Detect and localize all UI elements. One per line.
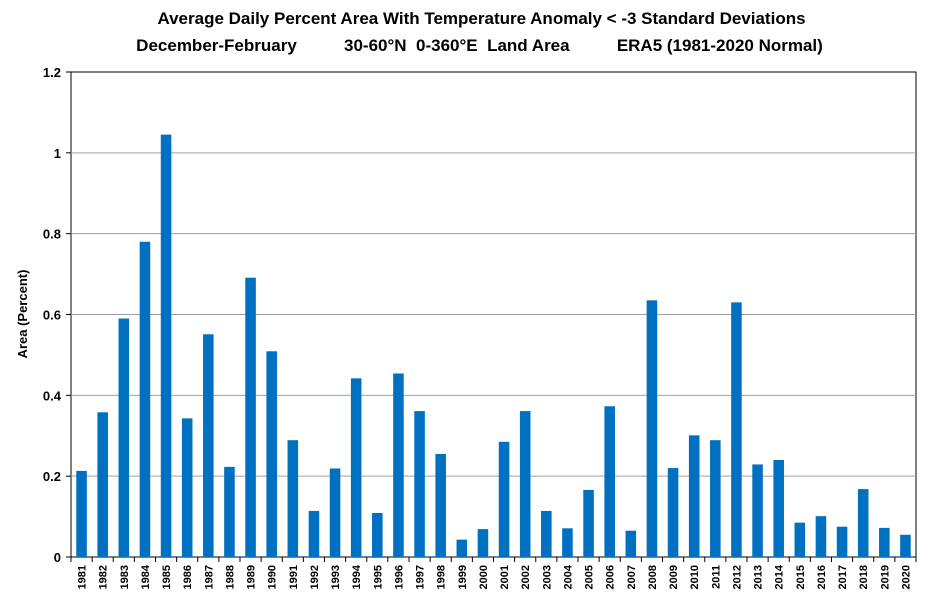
bar-1993	[329, 468, 341, 557]
x-tick-label: 2020	[900, 565, 912, 589]
x-tick-label: 1994	[351, 564, 363, 589]
x-tick-label: 1990	[267, 565, 279, 589]
chart-subtitle: December-February 30-60°N 0-360°E Land A…	[136, 36, 823, 55]
bar-1988	[224, 466, 235, 557]
bar-2008	[646, 300, 658, 557]
x-tick-label: 1998	[436, 565, 448, 589]
bar-2020	[900, 534, 911, 557]
x-tick-label: 1992	[309, 565, 321, 589]
bar-2014	[773, 460, 784, 557]
chart-title: Average Daily Percent Area With Temperat…	[157, 9, 806, 28]
bar-1986	[181, 418, 193, 557]
x-tick-label: 1989	[246, 565, 258, 589]
x-tick-label: 2019	[879, 565, 891, 589]
x-tick-label: 2006	[605, 565, 617, 589]
bar-2018	[857, 489, 869, 557]
bars	[76, 134, 911, 558]
y-axis-label: Area (Percent)	[15, 270, 30, 359]
bar-2005	[583, 489, 594, 557]
bar-2000	[477, 529, 489, 557]
y-tick-label: 0.2	[43, 469, 61, 484]
bar-2012	[731, 302, 742, 557]
gridlines	[71, 152, 916, 477]
bar-2019	[879, 527, 890, 557]
bar-1999	[456, 539, 468, 557]
bar-1984	[139, 241, 151, 557]
x-tick-label: 1983	[119, 565, 131, 589]
bar-2010	[688, 435, 700, 557]
y-tick-label: 0.4	[43, 388, 62, 403]
x-tick-label: 2001	[499, 565, 511, 589]
x-tick-label: 2003	[541, 565, 553, 589]
x-tick-label: 2013	[753, 565, 765, 589]
x-tick-label: 2017	[837, 565, 849, 589]
x-tick-label: 1993	[330, 565, 342, 589]
x-tick-label: 2004	[562, 564, 574, 589]
x-tick-label: 1997	[415, 565, 427, 589]
x-tick-label: 2012	[731, 565, 743, 589]
bar-2007	[625, 530, 637, 557]
x-tick-label: 2009	[668, 565, 680, 589]
y-tick-label: 1.2	[43, 65, 61, 80]
x-tick-label: 2002	[520, 565, 532, 589]
bar-1981	[76, 470, 87, 557]
bar-2017	[836, 526, 848, 557]
x-tick-label: 1999	[457, 565, 469, 589]
bar-2006	[604, 406, 615, 557]
x-tick-label: 1982	[98, 565, 110, 589]
bar-2002	[519, 411, 531, 557]
x-tick-label: 2005	[584, 565, 596, 589]
x-tick-label: 1981	[77, 565, 89, 589]
bar-1990	[266, 351, 277, 557]
x-tick-label: 2010	[689, 565, 701, 589]
bar-1983	[118, 318, 130, 557]
x-axis-ticks: 1981 1982 1983 1984 1985 1986 1987 1988 1989 1990…	[70, 557, 917, 589]
bar-2009	[667, 468, 679, 557]
x-tick-label: 1985	[161, 565, 173, 589]
bar-1995	[372, 512, 383, 557]
x-tick-label: 1995	[372, 565, 384, 589]
bar-1998	[435, 453, 446, 557]
x-tick-label: 2000	[478, 565, 490, 589]
x-tick-label: 1991	[288, 565, 300, 589]
bar-2013	[752, 464, 763, 557]
x-tick-label: 2011	[710, 565, 722, 589]
bar-1996	[393, 373, 404, 557]
bar-1985	[160, 134, 172, 558]
bar-1989	[245, 277, 256, 557]
bar-1987	[203, 334, 214, 557]
x-tick-label: 2014	[774, 564, 786, 589]
x-tick-label: 1984	[140, 564, 152, 589]
x-tick-label: 1988	[224, 565, 236, 589]
y-axis-ticks: 0 0.2 0.4 0.6 0.8 1 1.2	[43, 65, 71, 565]
bar-2016	[815, 516, 827, 557]
y-tick-label: 0.8	[43, 227, 61, 242]
bar-2015	[794, 522, 806, 557]
x-tick-label: 2016	[816, 565, 828, 589]
bar-2011	[710, 440, 721, 557]
bar-2004	[562, 528, 573, 557]
bar-1994	[350, 378, 362, 557]
bar-1982	[97, 412, 108, 557]
y-tick-label: 1	[54, 146, 61, 161]
y-tick-label: 0	[54, 550, 61, 565]
bar-2001	[498, 441, 510, 557]
bar-1992	[308, 510, 320, 557]
bar-1991	[287, 440, 299, 557]
x-tick-label: 1986	[182, 565, 194, 589]
x-tick-label: 2007	[626, 565, 638, 589]
x-tick-label: 2015	[795, 565, 807, 589]
bar-2003	[541, 510, 552, 557]
y-tick-label: 0.6	[43, 308, 61, 323]
bar-1997	[414, 411, 425, 557]
x-tick-label: 1987	[203, 565, 215, 589]
x-tick-label: 2018	[858, 565, 870, 589]
x-tick-label: 1996	[393, 565, 405, 589]
x-tick-label: 2008	[647, 565, 659, 589]
